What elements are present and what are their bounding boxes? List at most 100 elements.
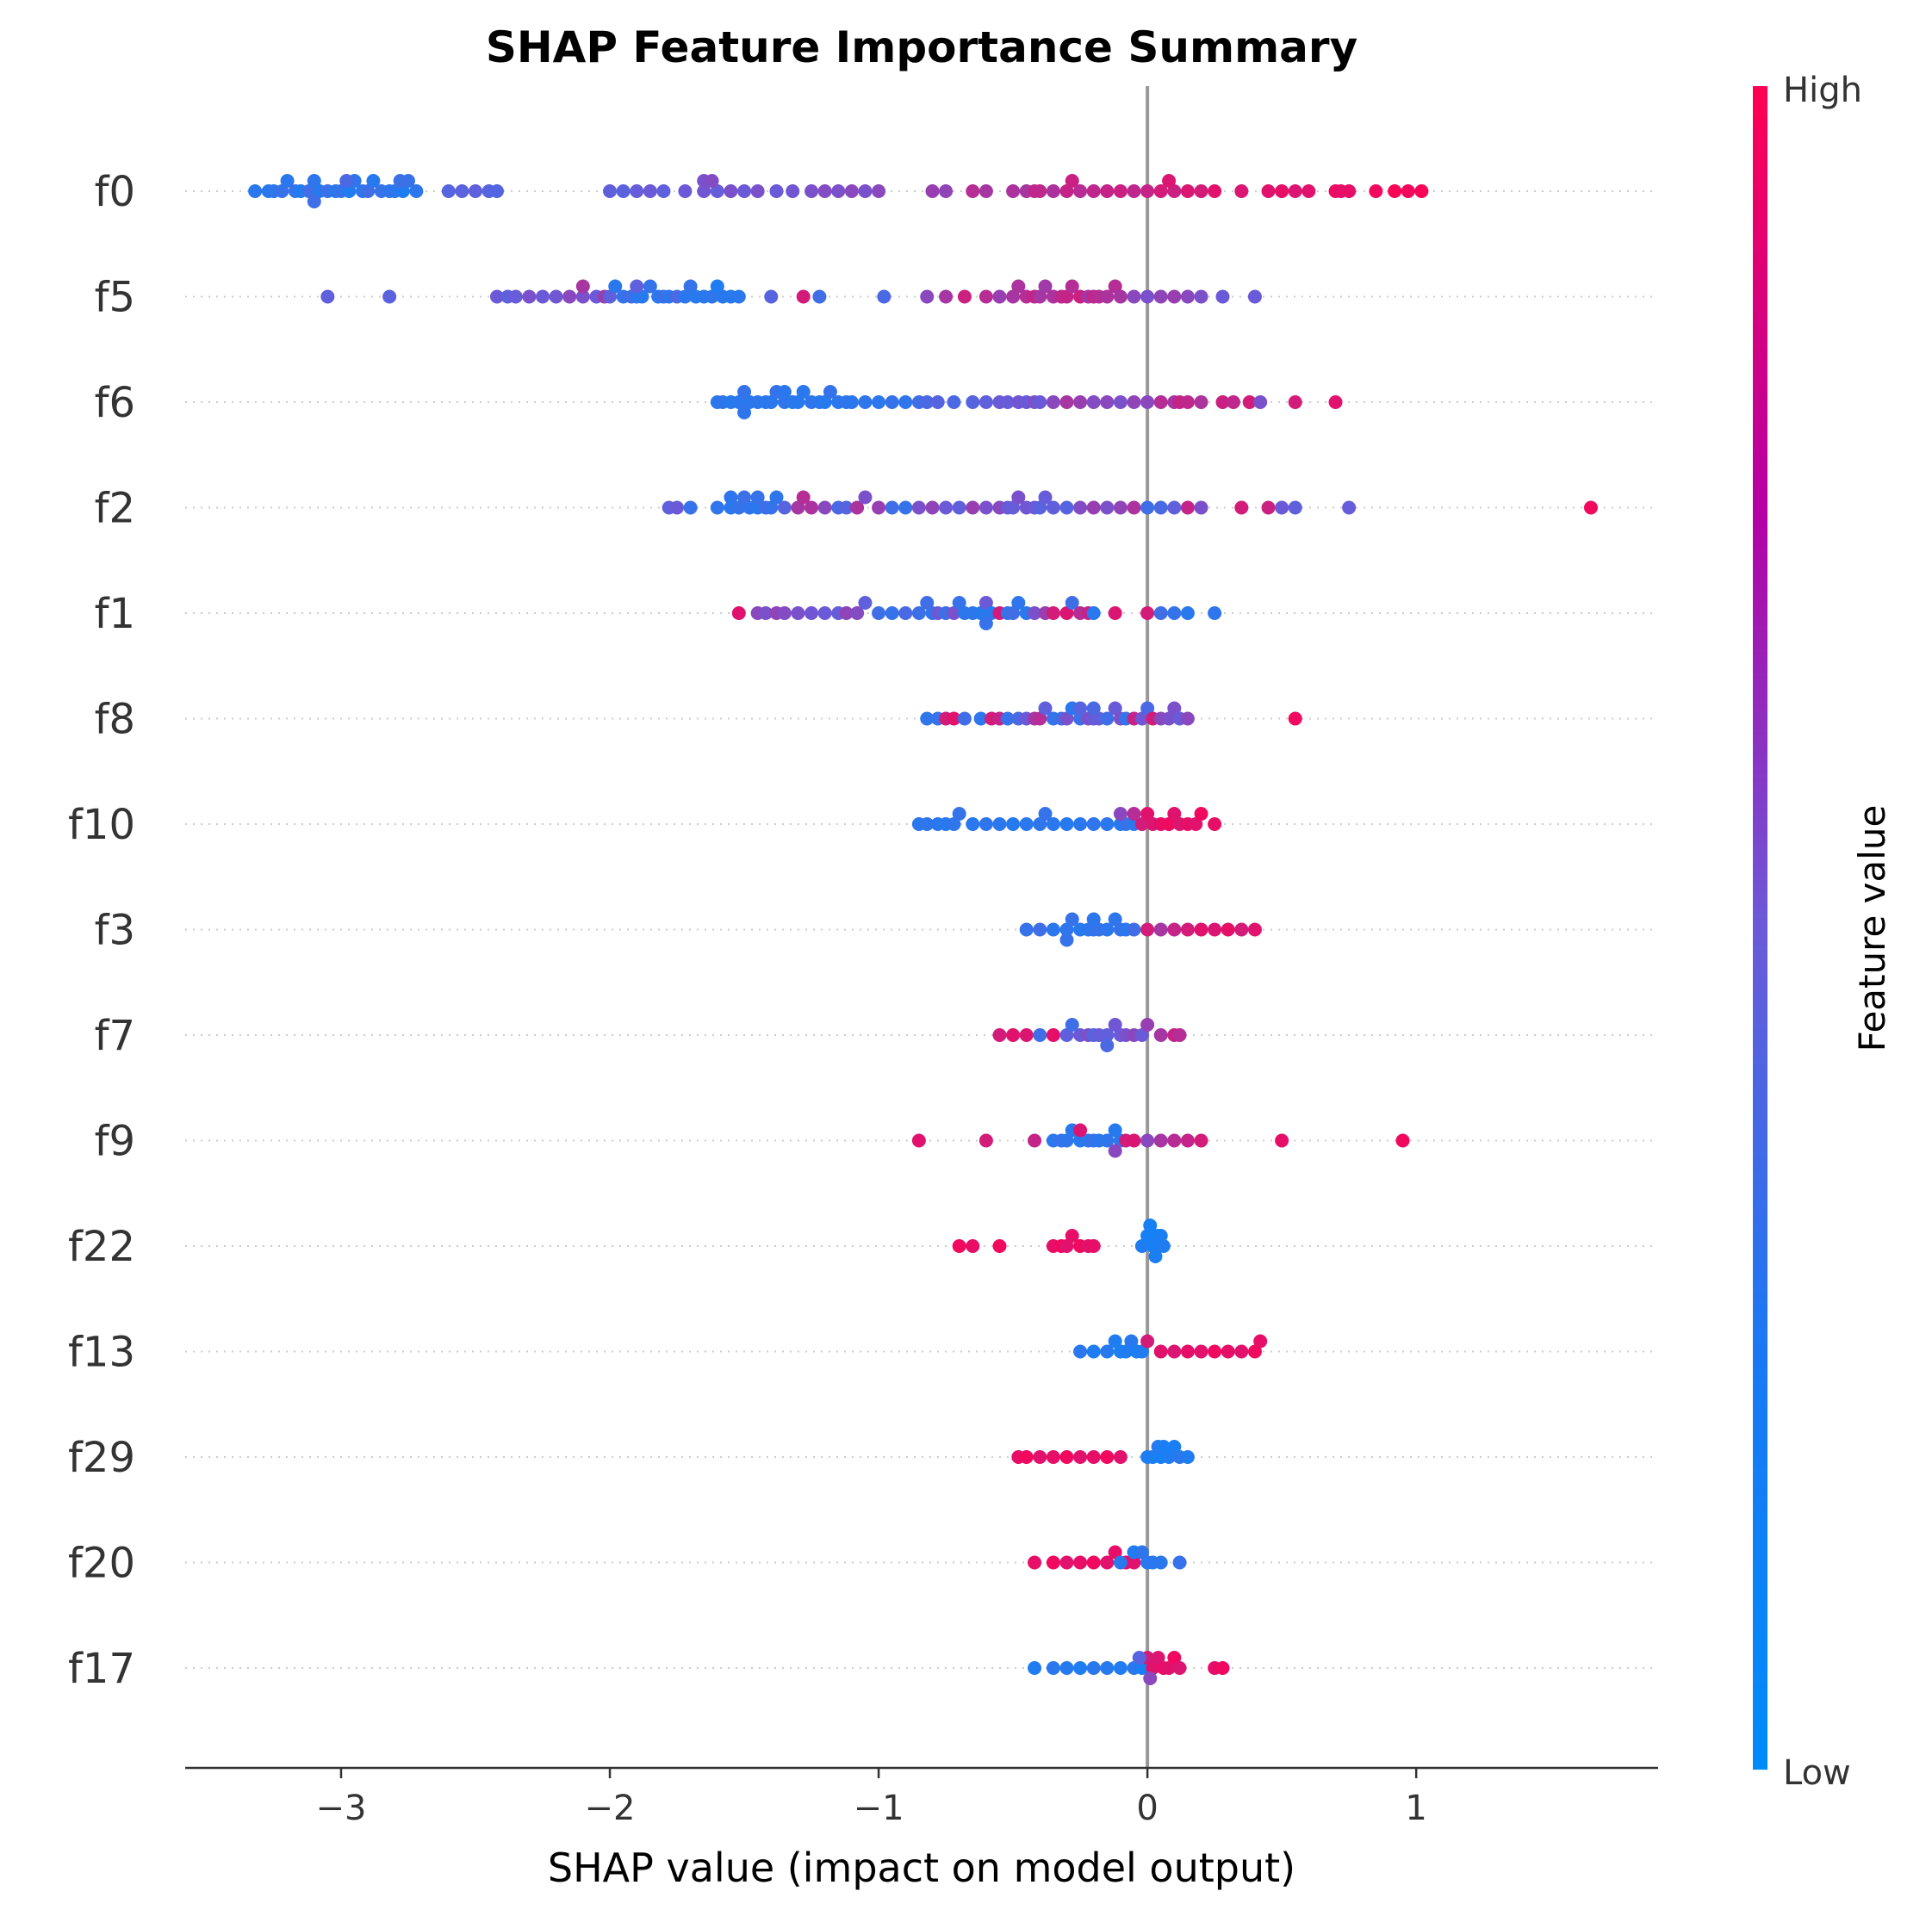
data-point-f20	[1046, 1555, 1060, 1570]
data-point-f17	[1134, 1661, 1149, 1675]
data-point-f20	[1134, 1545, 1149, 1560]
data-point-f2	[978, 500, 993, 515]
data-point-f2	[817, 500, 832, 515]
data-point-f9	[911, 1133, 926, 1148]
data-point-f1	[898, 606, 913, 620]
data-point-f0	[342, 184, 357, 198]
data-point-f29	[1033, 1450, 1047, 1464]
y-tick-label-f10: f10	[68, 801, 135, 849]
data-point-f5	[1065, 279, 1079, 294]
data-point-f6	[737, 385, 752, 399]
data-point-f2	[858, 490, 873, 505]
data-point-f29	[1100, 1450, 1115, 1464]
data-point-f2	[764, 500, 779, 515]
data-point-f1	[1011, 596, 1026, 610]
data-point-f29	[1073, 1450, 1088, 1464]
data-point-f0	[1028, 184, 1042, 198]
data-point-f6	[930, 395, 945, 409]
data-point-f5	[731, 289, 746, 304]
data-point-f7	[1172, 1028, 1187, 1042]
data-point-f17	[1172, 1661, 1187, 1675]
data-point-f6	[1153, 395, 1168, 409]
y-tick-label-f9: f9	[95, 1118, 135, 1166]
data-point-f20	[1108, 1545, 1122, 1560]
data-point-f3	[1019, 922, 1034, 937]
data-point-f7	[1108, 1018, 1122, 1032]
data-point-f7	[1019, 1028, 1034, 1042]
data-point-f0	[301, 184, 316, 198]
data-point-f9	[1140, 1133, 1155, 1148]
data-point-f3	[1086, 912, 1101, 927]
data-point-f2	[939, 500, 954, 515]
data-point-f2	[839, 500, 854, 515]
x-tick-label: −2	[585, 1789, 636, 1828]
data-point-f10	[1134, 817, 1149, 831]
data-point-f2	[898, 500, 913, 515]
data-point-f5	[992, 289, 1007, 304]
data-point-f5	[603, 289, 618, 304]
data-point-f5	[635, 289, 649, 304]
data-point-f2	[1086, 500, 1101, 515]
data-point-f0	[469, 184, 483, 198]
data-point-f17	[1046, 1661, 1060, 1675]
data-point-f0	[1401, 184, 1415, 198]
data-point-f2	[885, 500, 899, 515]
data-point-f7	[992, 1028, 1007, 1042]
data-point-f8	[1073, 701, 1088, 716]
data-point-f10	[1038, 807, 1053, 821]
data-point-f8	[1000, 711, 1015, 726]
data-point-f6	[947, 395, 961, 409]
data-point-f8	[1108, 701, 1122, 716]
data-point-f3	[1065, 912, 1079, 927]
data-point-f0	[1086, 184, 1101, 198]
data-point-f5	[1006, 289, 1021, 304]
data-point-f0	[307, 174, 321, 188]
data-point-f1	[911, 606, 926, 620]
x-tick-label: 1	[1405, 1789, 1426, 1828]
data-point-f6	[1215, 395, 1230, 409]
data-point-f5	[678, 289, 693, 304]
data-point-f2	[1038, 490, 1053, 505]
data-point-f0	[1059, 184, 1074, 198]
data-point-f6	[1242, 395, 1257, 409]
data-point-f0	[1073, 184, 1088, 198]
data-point-f5	[939, 289, 954, 304]
data-point-f6	[872, 395, 886, 409]
data-point-f10	[1162, 817, 1177, 831]
data-point-f6	[764, 395, 779, 409]
data-point-f2	[1113, 500, 1128, 515]
data-point-f0	[1414, 184, 1429, 198]
data-point-f0	[786, 184, 800, 198]
data-point-f10	[1019, 817, 1034, 831]
data-point-f13	[1073, 1344, 1088, 1359]
data-point-f1	[804, 606, 819, 620]
data-point-f2	[1127, 500, 1141, 515]
data-point-f3	[1059, 922, 1074, 937]
data-point-f3	[1100, 922, 1115, 937]
data-point-f5	[1215, 289, 1230, 304]
data-point-f1	[920, 596, 935, 610]
data-point-f5	[812, 289, 827, 304]
data-point-f29	[1086, 1450, 1101, 1464]
data-point-f5	[796, 289, 811, 304]
data-point-f6	[1046, 395, 1060, 409]
data-point-f0	[724, 184, 738, 198]
data-point-f1	[731, 606, 746, 620]
data-point-f8	[1100, 711, 1115, 726]
data-point-f0	[489, 184, 504, 198]
data-point-f22	[1065, 1229, 1079, 1243]
data-point-f1	[885, 606, 899, 620]
data-point-f1	[1028, 606, 1042, 620]
data-point-f5	[1113, 289, 1128, 304]
data-point-f0	[616, 184, 631, 198]
data-point-f1	[872, 606, 886, 620]
data-point-f0	[978, 184, 993, 198]
data-point-f5	[1167, 289, 1182, 304]
data-point-f2	[737, 490, 752, 505]
data-point-f0	[1301, 184, 1316, 198]
data-point-f10	[1086, 817, 1101, 831]
data-point-f2	[724, 490, 738, 505]
data-point-f1	[1086, 606, 1101, 620]
data-point-f5	[710, 279, 724, 294]
data-point-f0	[1046, 184, 1060, 198]
